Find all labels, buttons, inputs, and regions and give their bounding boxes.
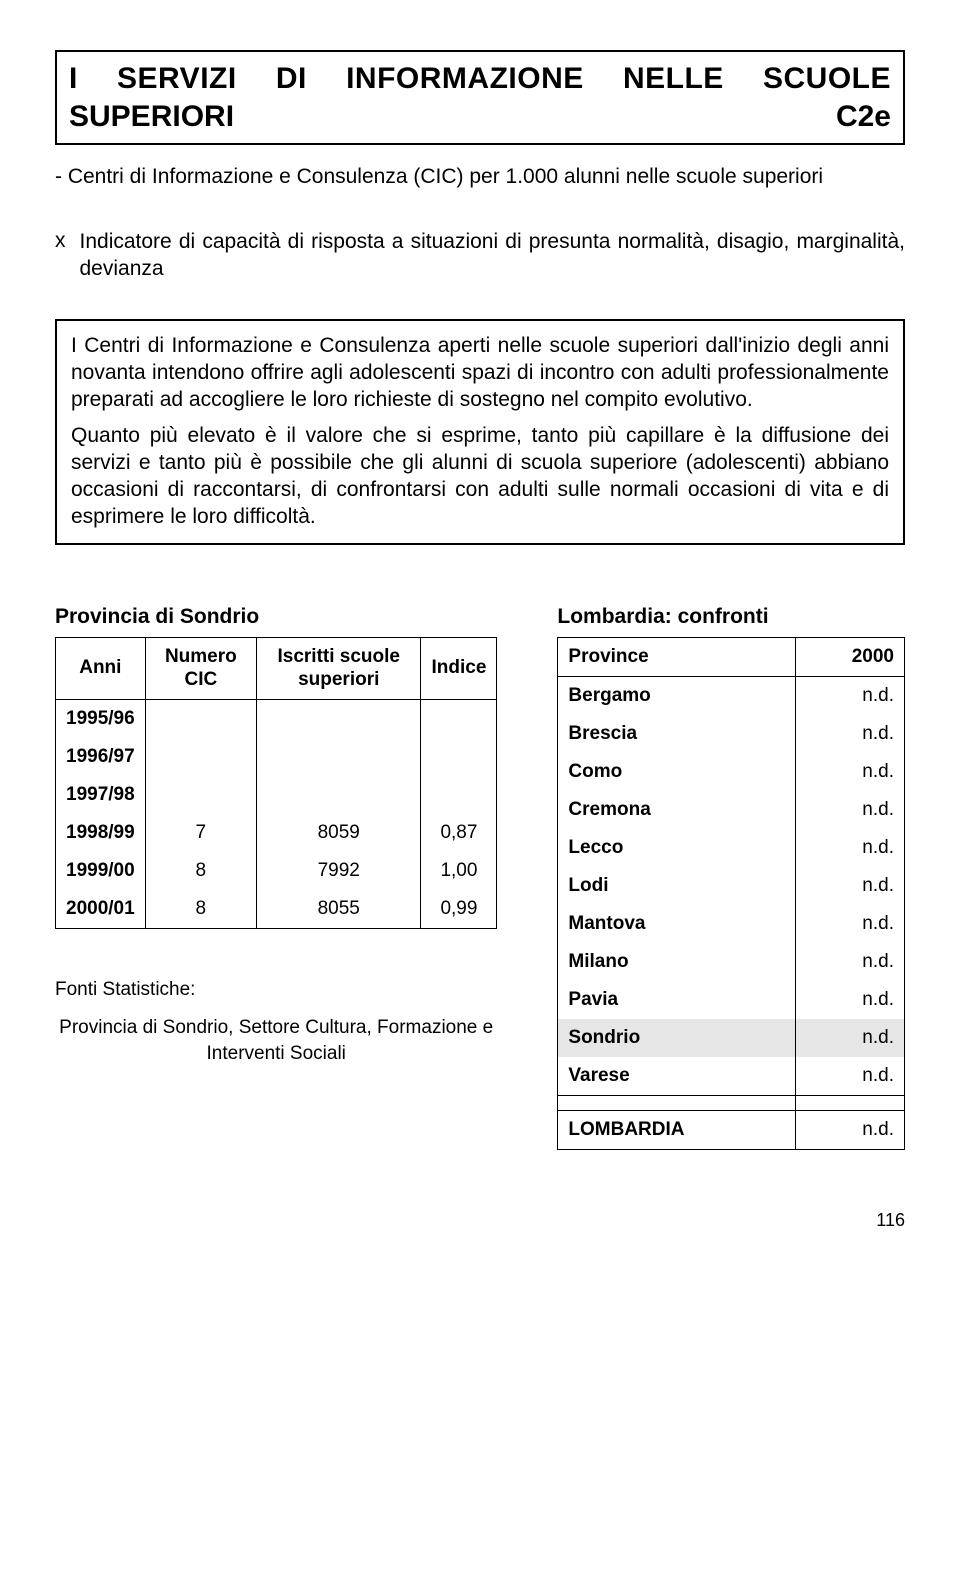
table-cell: Milano <box>558 943 795 981</box>
right-table: Province 2000 Bergamon.d.Brescian.d.Como… <box>557 637 905 1150</box>
table-cell: n.d. <box>795 867 904 905</box>
table-cell: Como <box>558 753 795 791</box>
table-cell: 0,99 <box>421 890 497 929</box>
indicator-text: Indicatore di capacità di risposta a sit… <box>80 229 906 283</box>
table-row: Sondrion.d. <box>558 1019 905 1057</box>
table-cell: 8059 <box>256 814 421 852</box>
table-cell: 7992 <box>256 852 421 890</box>
table-cell: Pavia <box>558 981 795 1019</box>
table-cell <box>421 738 497 776</box>
right-table-caption: Lombardia: confronti <box>557 605 905 629</box>
table-row: Pavian.d. <box>558 981 905 1019</box>
table-row: 1998/99780590,87 <box>56 814 497 852</box>
table-cell: n.d. <box>795 829 904 867</box>
table-cell: 0,87 <box>421 814 497 852</box>
page-number: 116 <box>55 1210 905 1231</box>
left-table-header-row: Anni Numero CIC Iscritti scuole superior… <box>56 637 497 700</box>
title-left: SUPERIORI <box>69 98 234 136</box>
table-cell <box>256 776 421 814</box>
table-cell: Brescia <box>558 715 795 753</box>
subtitle: - Centri di Informazione e Consulenza (C… <box>55 165 905 189</box>
left-th-indice: Indice <box>421 637 497 700</box>
table-cell: 7 <box>145 814 256 852</box>
table-cell: 1996/97 <box>56 738 146 776</box>
table-cell: n.d. <box>795 1019 904 1057</box>
table-cell: Cremona <box>558 791 795 829</box>
left-th-anni: Anni <box>56 637 146 700</box>
table-cell <box>145 738 256 776</box>
table-cell <box>145 700 256 739</box>
table-cell: LOMBARDIA <box>558 1110 795 1149</box>
table-cell: Sondrio <box>558 1019 795 1057</box>
table-cell: n.d. <box>795 981 904 1019</box>
table-cell: n.d. <box>795 1110 904 1149</box>
table-cell: n.d. <box>795 791 904 829</box>
table-row: Lodin.d. <box>558 867 905 905</box>
table-row: 1996/97 <box>56 738 497 776</box>
description-p2: Quanto più elevato è il valore che si es… <box>71 423 889 531</box>
table-cell: Lecco <box>558 829 795 867</box>
table-cell: 1,00 <box>421 852 497 890</box>
indicator-x: x <box>55 229 66 283</box>
table-cell: 8 <box>145 852 256 890</box>
spacer-row <box>558 1095 905 1110</box>
table-cell: n.d. <box>795 1057 904 1096</box>
table-cell: Lodi <box>558 867 795 905</box>
left-th-cic: Numero CIC <box>145 637 256 700</box>
table-cell: n.d. <box>795 753 904 791</box>
description-p1: I Centri di Informazione e Consulenza ap… <box>71 333 889 414</box>
description-box: I Centri di Informazione e Consulenza ap… <box>55 319 905 545</box>
table-row: Leccon.d. <box>558 829 905 867</box>
total-row: LOMBARDIAn.d. <box>558 1110 905 1149</box>
left-th-iscritti: Iscritti scuole superiori <box>256 637 421 700</box>
title-block: I SERVIZI DI INFORMAZIONE NELLE SCUOLE S… <box>55 50 905 145</box>
table-cell <box>256 700 421 739</box>
table-row: Varesen.d. <box>558 1057 905 1096</box>
table-cell: Bergamo <box>558 676 795 715</box>
table-cell <box>256 738 421 776</box>
table-row: 1999/00879921,00 <box>56 852 497 890</box>
table-cell: Mantova <box>558 905 795 943</box>
table-row: 1997/98 <box>56 776 497 814</box>
table-cell: 1998/99 <box>56 814 146 852</box>
table-cell: n.d. <box>795 676 904 715</box>
right-th-year: 2000 <box>795 637 904 676</box>
table-cell: 2000/01 <box>56 890 146 929</box>
table-cell: Varese <box>558 1057 795 1096</box>
table-row: Bergamon.d. <box>558 676 905 715</box>
table-cell: 1995/96 <box>56 700 146 739</box>
title-code: C2e <box>836 98 891 136</box>
indicator-block: x Indicatore di capacità di risposta a s… <box>55 229 905 283</box>
table-row: Milanon.d. <box>558 943 905 981</box>
title-line-2: SUPERIORI C2e <box>69 98 891 136</box>
table-cell: n.d. <box>795 905 904 943</box>
table-cell <box>421 700 497 739</box>
right-table-header-row: Province 2000 <box>558 637 905 676</box>
table-cell <box>421 776 497 814</box>
table-row: Comon.d. <box>558 753 905 791</box>
table-cell: 8 <box>145 890 256 929</box>
sources-block: Fonti Statistiche: Provincia di Sondrio,… <box>55 979 497 1066</box>
table-row: 1995/96 <box>56 700 497 739</box>
table-row: Cremonan.d. <box>558 791 905 829</box>
table-row: Brescian.d. <box>558 715 905 753</box>
table-cell <box>145 776 256 814</box>
sources-body: Provincia di Sondrio, Settore Cultura, F… <box>55 1015 497 1066</box>
table-cell: 8055 <box>256 890 421 929</box>
table-row: Mantovan.d. <box>558 905 905 943</box>
table-cell: 1997/98 <box>56 776 146 814</box>
table-row: 2000/01880550,99 <box>56 890 497 929</box>
sources-header: Fonti Statistiche: <box>55 979 497 1001</box>
table-cell: n.d. <box>795 943 904 981</box>
table-cell: n.d. <box>795 715 904 753</box>
table-cell: 1999/00 <box>56 852 146 890</box>
right-th-province: Province <box>558 637 795 676</box>
title-line-1: I SERVIZI DI INFORMAZIONE NELLE SCUOLE <box>69 60 891 98</box>
left-table: Anni Numero CIC Iscritti scuole superior… <box>55 637 497 930</box>
left-table-caption: Provincia di Sondrio <box>55 605 497 629</box>
